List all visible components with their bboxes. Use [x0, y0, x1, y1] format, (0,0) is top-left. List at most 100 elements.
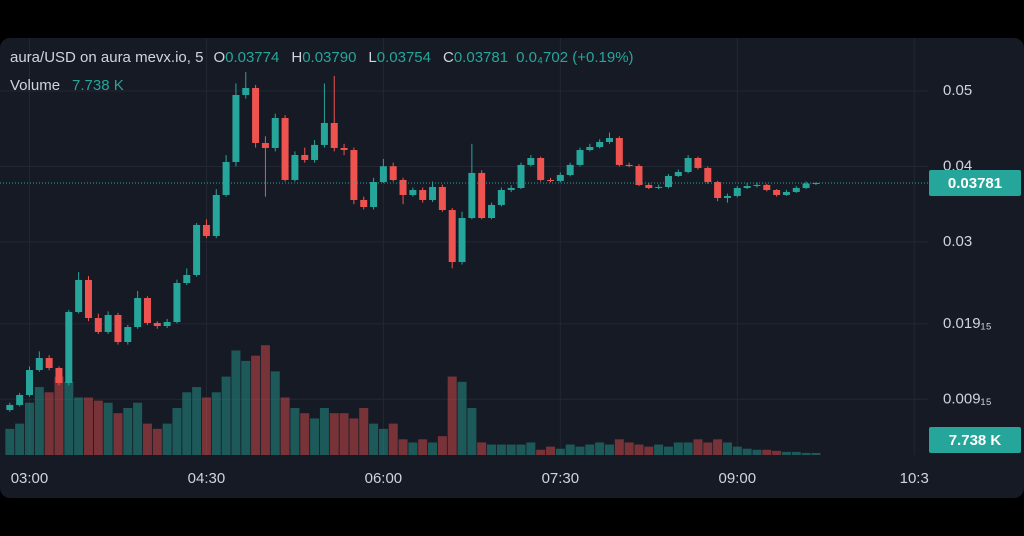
candle-body	[202, 224, 210, 236]
volume-bar	[467, 407, 477, 455]
candle-body	[507, 187, 515, 191]
candle-body	[104, 314, 112, 332]
volume-bar	[15, 423, 25, 455]
volume-bar	[781, 451, 791, 455]
candle-body	[802, 183, 810, 188]
candle-body	[301, 154, 309, 160]
x-tick-label: 07:30	[542, 470, 580, 487]
candle-body	[291, 154, 299, 180]
volume-bar	[555, 448, 565, 455]
volume-bar	[762, 449, 772, 455]
x-tick-label: 06:00	[365, 470, 403, 487]
x-tick-label: 09:00	[719, 470, 757, 487]
candle-body	[517, 164, 525, 188]
candle-body	[370, 182, 378, 207]
volume-bar	[93, 400, 103, 455]
candle-body	[193, 224, 201, 275]
candle-body	[65, 311, 73, 383]
volume-bar	[693, 439, 703, 455]
candle-body	[55, 367, 63, 383]
candle-body	[6, 404, 14, 411]
volume-bar	[496, 444, 506, 455]
volume-bar	[378, 428, 388, 455]
candle-body	[792, 187, 800, 192]
volume-bar	[182, 392, 192, 455]
volume-bar	[447, 376, 457, 455]
symbol: aura/USD on aura mevx.io, 5	[10, 49, 203, 66]
volume-bar	[398, 439, 408, 455]
candle-body	[694, 158, 702, 168]
volume-bar	[339, 413, 349, 455]
candle-body	[733, 187, 741, 196]
volume-bar	[231, 350, 241, 455]
candle-body	[360, 199, 368, 207]
volume-bar	[44, 392, 54, 455]
candle-body	[25, 370, 33, 395]
volume-bar	[546, 446, 556, 455]
candle-body	[753, 184, 761, 187]
candle-body	[232, 94, 240, 163]
candle-body	[399, 179, 407, 195]
candle-body	[615, 138, 623, 165]
volume-bar	[428, 442, 438, 455]
volume-bar	[54, 376, 64, 455]
volume-bar	[388, 423, 398, 455]
candle-body	[674, 171, 682, 176]
candle-body	[261, 142, 269, 148]
candle-body	[488, 204, 496, 219]
volume-bar	[310, 418, 320, 455]
volume-bar	[162, 423, 172, 455]
volume-bar	[152, 428, 162, 455]
plot-area	[0, 72, 928, 455]
y-tick-label: 0.019₁₅	[943, 315, 992, 332]
candle-body	[114, 314, 122, 343]
volume-bar	[811, 452, 821, 455]
volume-bar	[673, 442, 683, 455]
legend-volume: Volume 7.738 K	[10, 77, 124, 94]
volume-bar	[5, 428, 15, 455]
volume-bar	[300, 413, 310, 455]
volume-bar	[290, 407, 300, 455]
volume-bar	[24, 402, 34, 455]
volume-bar	[506, 444, 516, 455]
volume-bar	[536, 449, 546, 455]
volume-bar	[408, 442, 418, 455]
volume-bar	[211, 392, 221, 455]
legend-ohlc: aura/USD on aura mevx.io, 5 O0.03774 H0.03…	[10, 49, 634, 66]
candle-body	[94, 318, 102, 332]
volume-bar	[359, 407, 369, 455]
candle-body	[537, 158, 545, 180]
volume-bar	[713, 439, 723, 455]
candle-body	[468, 172, 476, 219]
candle-body	[596, 142, 604, 147]
candle-body	[714, 182, 722, 199]
ohlc-value: 0.03774	[225, 49, 279, 66]
change: 0.0₄702 (+0.19%)	[516, 49, 633, 66]
ohlc-key: C	[443, 49, 454, 66]
candle-body	[281, 118, 289, 180]
volume-title: Volume	[10, 77, 60, 94]
volume-bar	[791, 451, 801, 455]
last-price-label: 0.03781	[948, 175, 1002, 192]
volume-bar	[526, 442, 536, 455]
volume-bar	[192, 387, 202, 455]
candle-body	[16, 394, 24, 405]
candle-body	[311, 144, 319, 160]
candle-body	[271, 118, 279, 148]
candle-body	[252, 87, 260, 143]
last-price-marker	[929, 169, 1021, 196]
candle-body	[212, 194, 220, 236]
volume-bar	[123, 407, 133, 455]
candle-body	[320, 122, 328, 145]
volume-bar	[772, 450, 782, 455]
volume-bar	[801, 452, 811, 455]
candle-body	[782, 191, 790, 195]
chart-panel	[0, 38, 1024, 498]
ohlc-value: 0.03754	[377, 49, 431, 66]
volume-bar	[683, 442, 693, 455]
volume-bar	[575, 446, 585, 455]
ohlc-value: 0.03781	[454, 49, 508, 66]
volume-bar	[74, 397, 84, 455]
candle-body	[222, 162, 230, 195]
